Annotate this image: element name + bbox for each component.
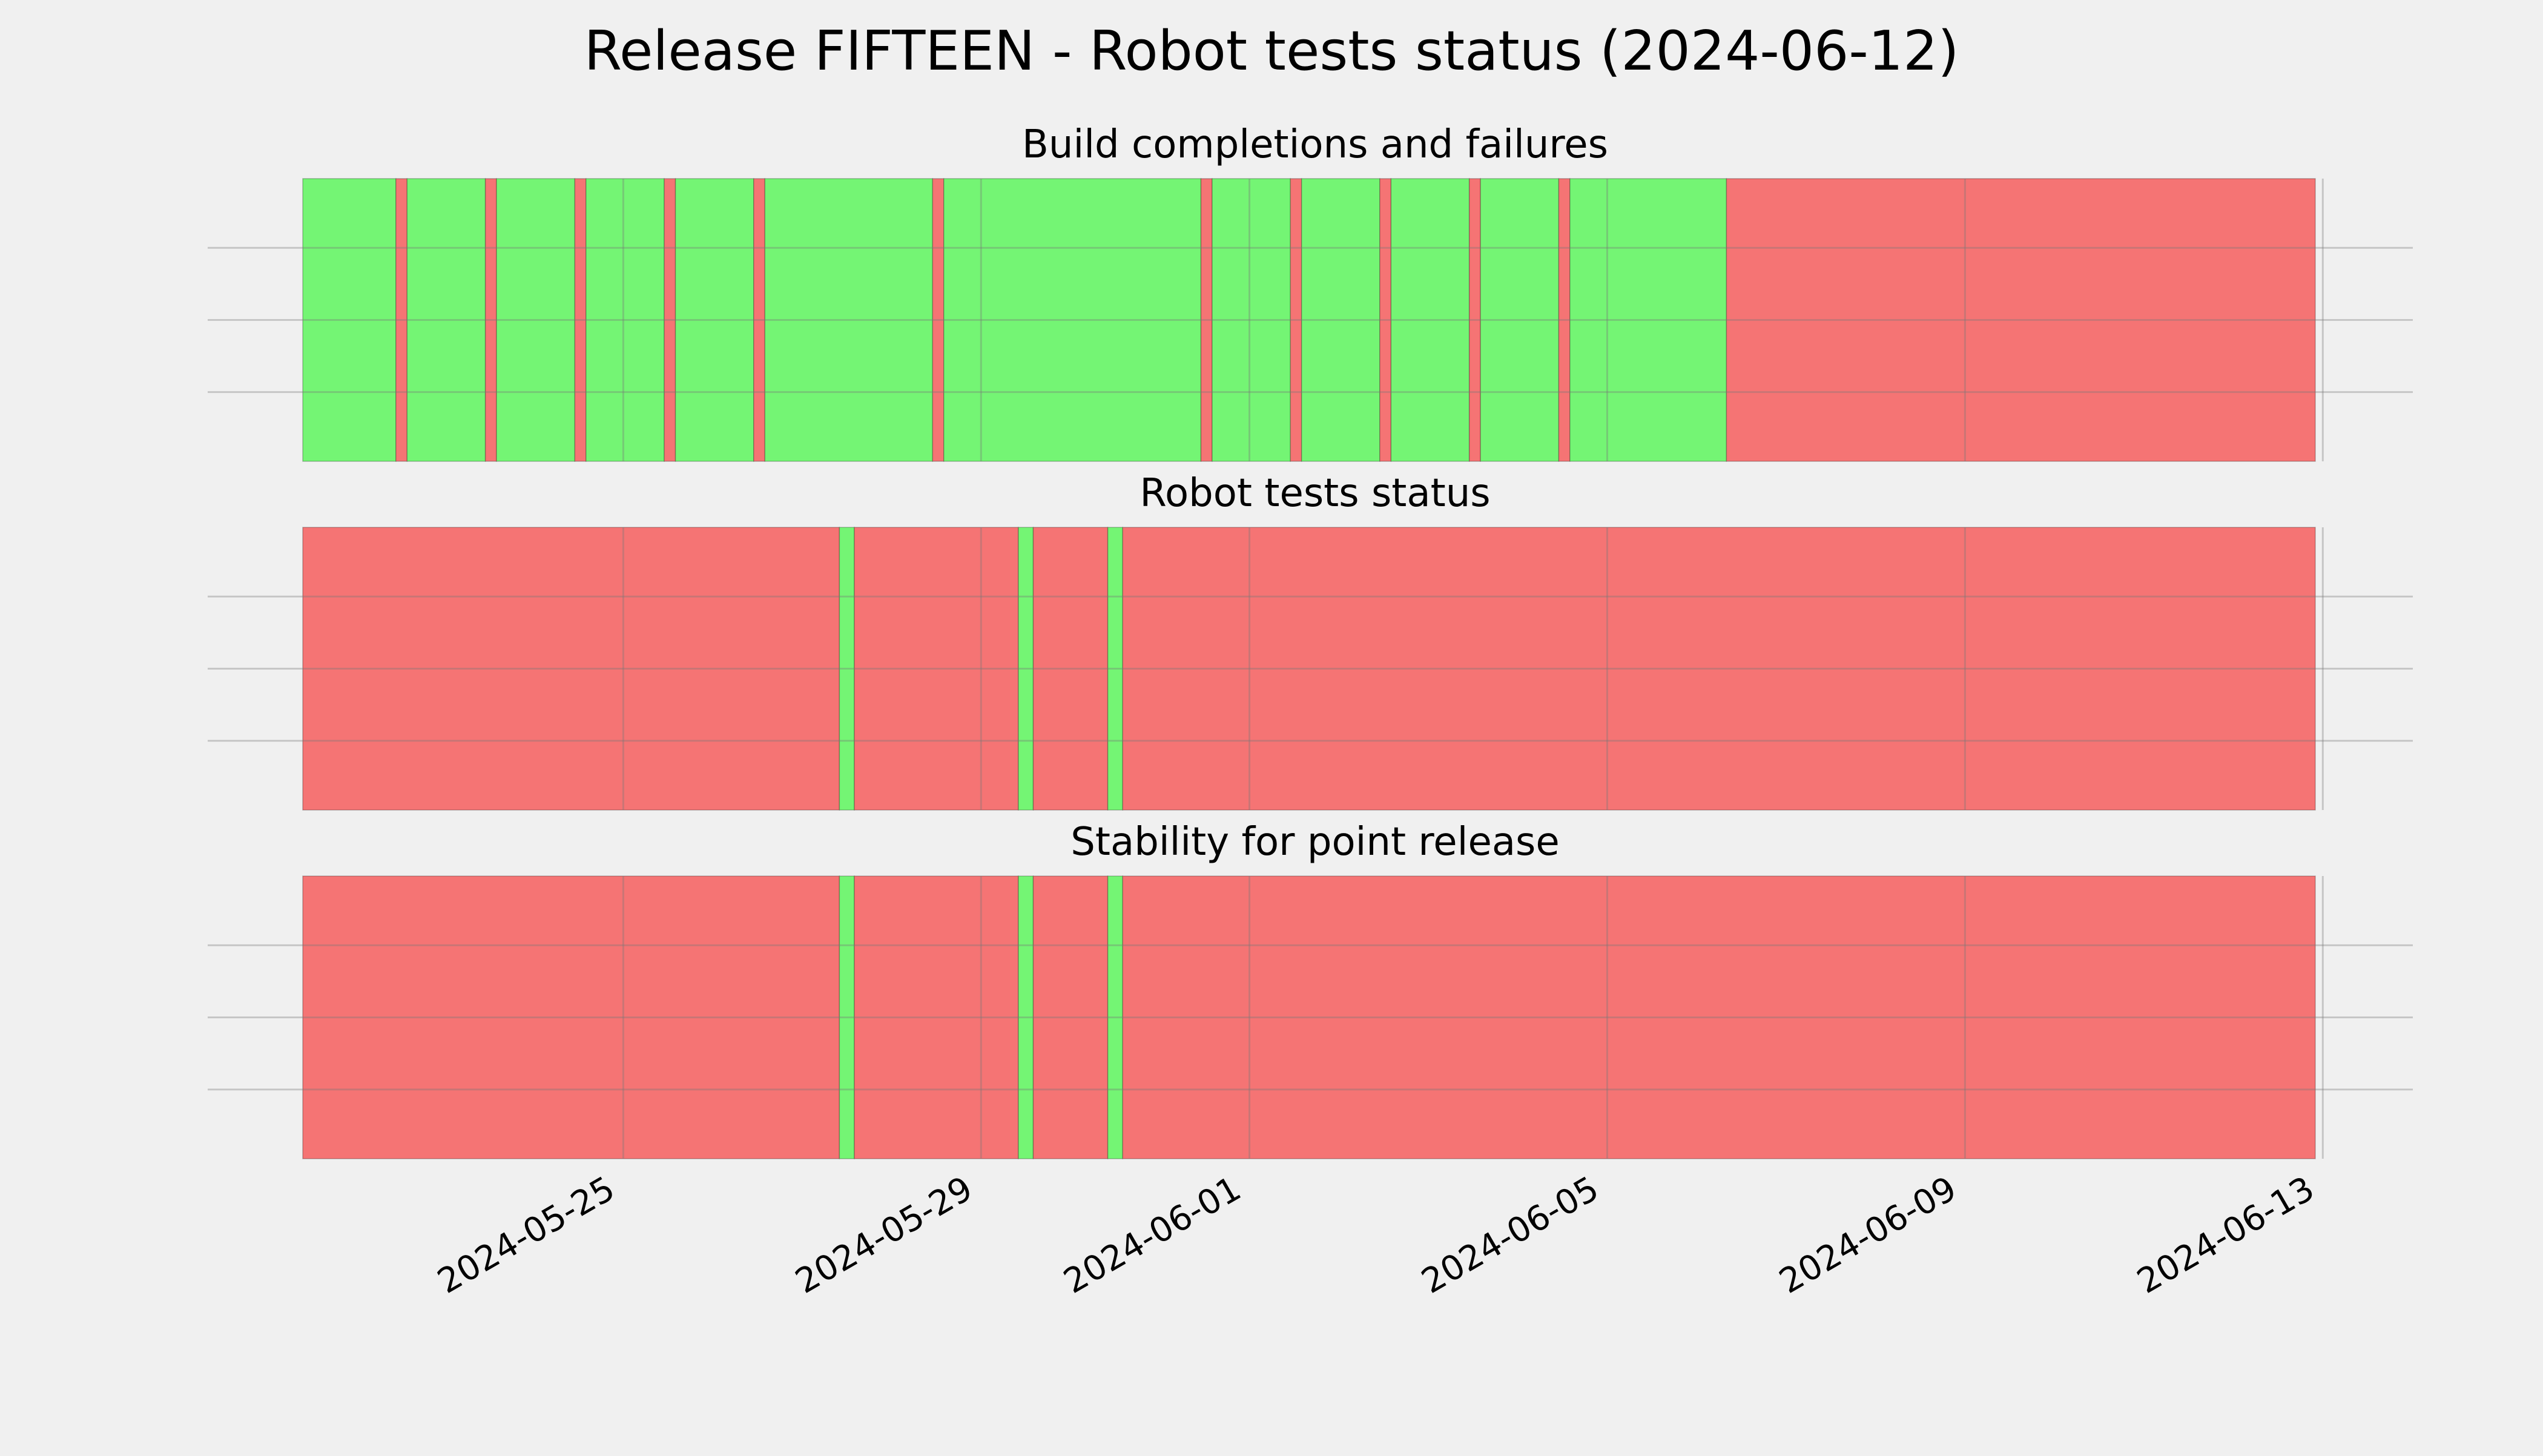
segment-pass	[1480, 178, 1560, 462]
segment-pass	[943, 178, 1202, 462]
segment-fail	[1122, 875, 2316, 1159]
segment-pass	[1569, 178, 1727, 462]
panel-title: Build completions and failures	[1022, 122, 1608, 167]
segment-pass	[1018, 875, 1034, 1159]
segment-pass	[764, 178, 934, 462]
panel-1: Build completions and failures	[208, 122, 2413, 462]
segment-fail	[1122, 527, 2316, 811]
panel-3: Stability for point release	[208, 820, 2413, 1159]
segment-fail	[854, 875, 1019, 1159]
segment-pass	[1018, 527, 1034, 811]
segment-pass	[496, 178, 576, 462]
chart-title: Release FIFTEEN - Robot tests status (20…	[584, 19, 1959, 83]
segment-pass	[1212, 178, 1291, 462]
segment-pass	[585, 178, 665, 462]
segment-fail	[302, 527, 840, 811]
segment-pass	[1390, 178, 1470, 462]
segment-fail	[1558, 178, 1571, 462]
segment-pass	[839, 527, 855, 811]
panel-2: Robot tests status	[208, 471, 2413, 811]
segment-fail	[1726, 178, 2316, 462]
segment-fail	[1032, 875, 1109, 1159]
panels-layer: Build completions and failures Robot test…	[208, 122, 2413, 1159]
segment-fail	[302, 875, 840, 1159]
segment-fail	[1032, 527, 1109, 811]
segment-fail	[1290, 178, 1302, 462]
segment-pass	[302, 178, 397, 462]
segment-pass	[1107, 875, 1123, 1159]
panel-title: Robot tests status	[1140, 471, 1490, 516]
panel-title: Stability for point release	[1070, 820, 1560, 865]
segment-pass	[406, 178, 486, 462]
